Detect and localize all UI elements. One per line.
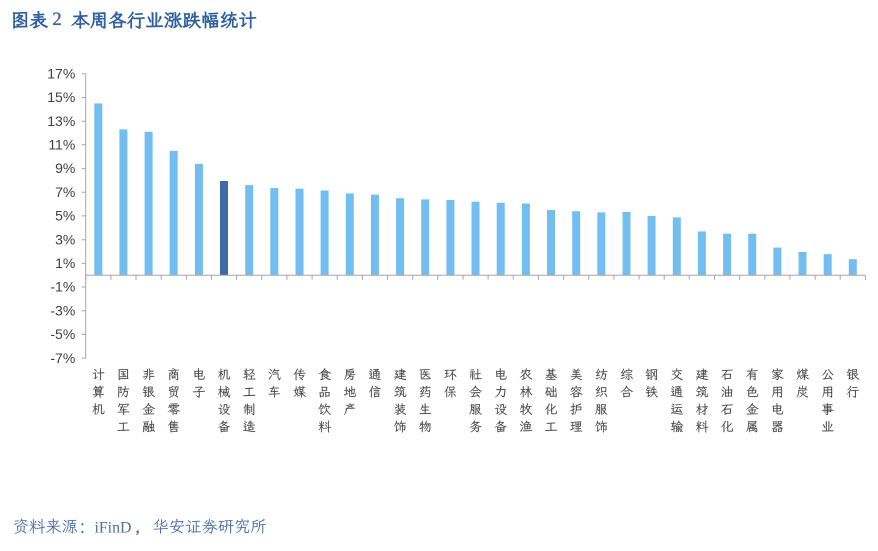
- svg-text:-5%: -5%: [50, 326, 75, 342]
- svg-text:-3%: -3%: [50, 302, 75, 318]
- svg-text:iFinD: iFinD: [95, 520, 132, 537]
- svg-text:13%: 13%: [47, 113, 75, 129]
- svg-text:3%: 3%: [55, 231, 75, 247]
- svg-text:17%: 17%: [47, 66, 75, 82]
- svg-text:11%: 11%: [48, 137, 75, 153]
- svg-text:-7%: -7%: [50, 350, 75, 366]
- svg-text:5%: 5%: [55, 208, 75, 224]
- svg-text:15%: 15%: [47, 89, 75, 105]
- svg-text:7%: 7%: [55, 184, 75, 200]
- svg-text:9%: 9%: [55, 160, 75, 176]
- svg-text:-1%: -1%: [50, 279, 75, 295]
- svg-text:1%: 1%: [55, 255, 75, 271]
